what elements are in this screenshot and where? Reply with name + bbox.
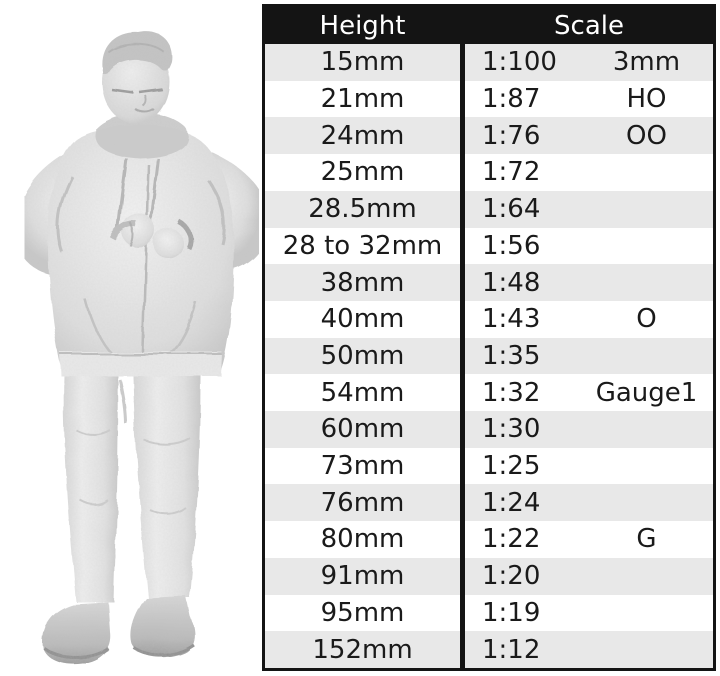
table-row: 95mm 1:19 xyxy=(265,594,713,632)
sleeve-cuff xyxy=(109,220,137,240)
table-row: 76mm 1:24 xyxy=(265,484,713,522)
scale-ratio: 1:22 xyxy=(482,524,541,555)
scale-cell: 1:20 xyxy=(465,558,713,595)
scale-ratio: 1:25 xyxy=(482,451,541,482)
gauge-name: 3mm xyxy=(612,47,681,78)
table-row: 21mm 1:87 HO xyxy=(265,80,713,118)
gauge-name: O xyxy=(636,304,657,335)
figure-3d-scan-man xyxy=(0,0,262,676)
hoodie-torso xyxy=(47,125,235,370)
scale-ratio: 1:12 xyxy=(482,634,541,665)
scale-reference-table: Height Scale 15mm 1:100 3mm 21mm 1:87 HO 24mm 1… xyxy=(262,4,716,671)
height-cell: 50mm xyxy=(265,337,465,375)
scale-cell: 1:76 OO xyxy=(465,117,713,154)
table-row: 60mm 1:30 xyxy=(265,411,713,448)
scale-ratio: 1:64 xyxy=(482,194,541,225)
scale-cell: 1:48 xyxy=(465,264,713,301)
scale-cell: 1:24 xyxy=(465,484,713,521)
height-cell: 24mm xyxy=(265,117,465,155)
height-cell: 25mm xyxy=(265,154,465,191)
table-row: 40mm 1:43 O xyxy=(265,300,713,338)
table-row: 54mm 1:32 Gauge1 xyxy=(265,374,713,412)
scale-cell: 1:43 O xyxy=(465,301,713,338)
height-cell: 76mm xyxy=(265,484,465,522)
scale-cell: 1:30 xyxy=(465,411,713,448)
gauge-name: Gauge1 xyxy=(595,377,698,408)
table-row: 15mm 1:100 3mm xyxy=(265,44,713,81)
scale-ratio: 1:30 xyxy=(482,414,541,445)
scale-ratio: 1:72 xyxy=(482,157,541,188)
scale-ratio: 1:87 xyxy=(482,84,541,115)
scale-cell: 1:72 xyxy=(465,154,713,191)
table-row: 25mm 1:72 xyxy=(265,154,713,191)
left-hand xyxy=(121,213,155,247)
height-cell: 15mm xyxy=(265,44,465,81)
height-cell: 38mm xyxy=(265,264,465,301)
left-leg xyxy=(63,376,119,602)
scale-cell: 1:87 HO xyxy=(465,81,713,118)
zipper-line xyxy=(140,163,150,367)
scale-cell: 1:56 xyxy=(465,228,713,265)
table-row: 80mm 1:22 G xyxy=(265,521,713,558)
height-cell: 28.5mm xyxy=(265,190,465,228)
scale-cell: 1:100 3mm xyxy=(465,44,713,81)
glasses xyxy=(111,88,164,95)
column-header-scale: Scale xyxy=(554,10,624,41)
height-cell: 21mm xyxy=(265,80,465,118)
height-cell: 80mm xyxy=(265,521,465,558)
scale-cell: 1:35 xyxy=(465,338,713,375)
scale-cell: 1:12 xyxy=(465,631,713,668)
table-row: 28.5mm 1:64 xyxy=(265,190,713,228)
right-leg xyxy=(133,376,201,598)
right-shoe xyxy=(130,596,194,657)
scale-cell: 1:19 xyxy=(465,595,713,632)
mouth xyxy=(135,109,156,114)
scale-ratio: 1:48 xyxy=(482,267,541,298)
table-row: 28 to 32mm 1:56 xyxy=(265,227,713,265)
height-cell: 60mm xyxy=(265,411,465,448)
scale-ratio: 1:56 xyxy=(482,230,541,261)
height-cell: 40mm xyxy=(265,300,465,338)
hair xyxy=(101,31,173,75)
height-cell: 73mm xyxy=(265,447,465,485)
hood xyxy=(94,113,188,158)
scale-ratio: 1:19 xyxy=(482,597,541,628)
scale-ratio: 1:100 xyxy=(482,47,557,78)
height-cell: 54mm xyxy=(265,374,465,412)
left-shoe xyxy=(42,602,111,664)
table-row: 152mm 1:12 xyxy=(265,631,713,668)
right-hand xyxy=(153,228,183,258)
table-row: 38mm 1:48 xyxy=(265,264,713,301)
table-header-row: Height Scale xyxy=(265,7,713,44)
height-cell: 28 to 32mm xyxy=(265,227,465,265)
man-3d-scan-illustration xyxy=(16,31,262,664)
scale-cell: 1:64 xyxy=(465,191,713,228)
column-header-height: Height xyxy=(265,7,465,44)
scale-cell: 1:25 xyxy=(465,448,713,485)
scale-cell: 1:22 G xyxy=(465,521,713,558)
table-row: 73mm 1:25 xyxy=(265,447,713,485)
scale-ratio: 1:76 xyxy=(482,120,541,151)
table-row: 50mm 1:35 xyxy=(265,337,713,375)
gauge-name: OO xyxy=(626,120,667,151)
hoodie-hem xyxy=(60,352,222,376)
table-row: 91mm 1:20 xyxy=(265,557,713,595)
watch-strap xyxy=(177,219,193,250)
gauge-name: HO xyxy=(626,84,667,115)
scale-ratio: 1:20 xyxy=(482,561,541,592)
height-cell: 91mm xyxy=(265,557,465,595)
table-body: 15mm 1:100 3mm 21mm 1:87 HO 24mm 1:76 OO 25mm 1:72… xyxy=(265,44,713,668)
scale-cell: 1:32 Gauge1 xyxy=(465,374,713,411)
height-cell: 95mm xyxy=(265,594,465,632)
scale-ratio: 1:32 xyxy=(482,377,541,408)
height-cell: 152mm xyxy=(265,631,465,668)
gauge-name: G xyxy=(636,524,657,555)
scale-ratio: 1:43 xyxy=(482,304,541,335)
scale-ratio: 1:24 xyxy=(482,487,541,518)
table-row: 24mm 1:76 OO xyxy=(265,117,713,155)
scale-ratio: 1:35 xyxy=(482,340,541,371)
